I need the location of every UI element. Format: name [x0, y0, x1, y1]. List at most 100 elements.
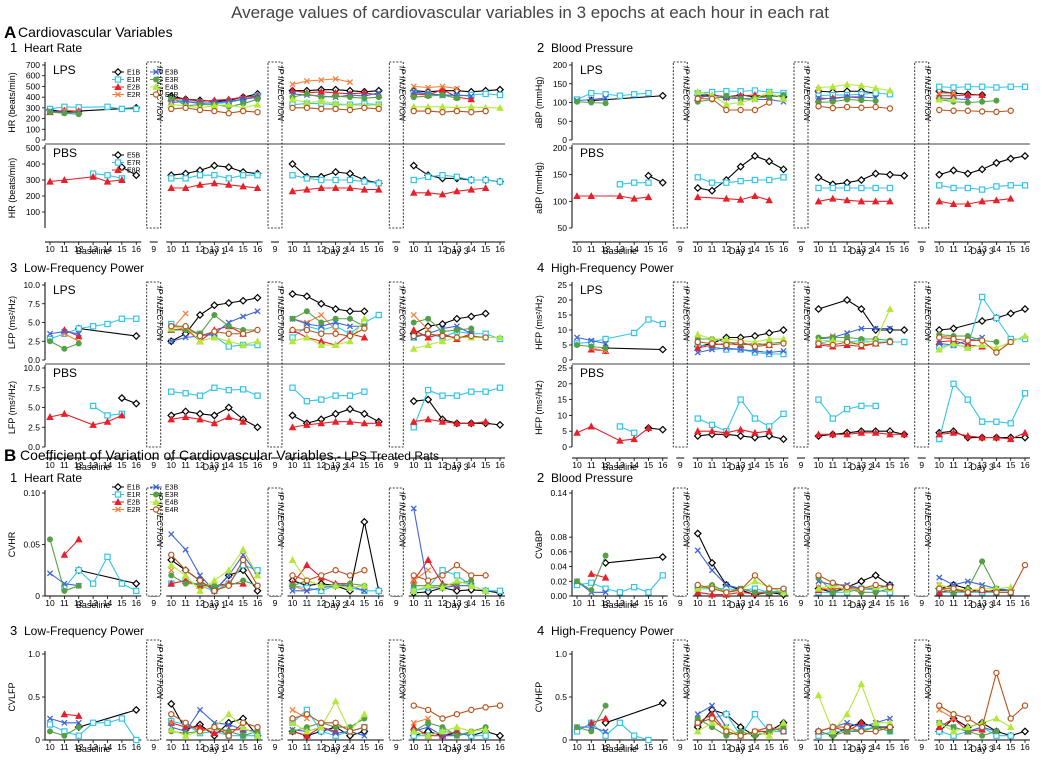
- data-point: [978, 586, 986, 594]
- data-point: [737, 396, 744, 403]
- y-axis-label: CVLFP: [7, 682, 17, 711]
- y-tick-label: 100: [553, 196, 567, 206]
- data-point: [196, 572, 204, 579]
- x-tick-label: 11: [587, 460, 596, 470]
- section-a-letter: A: [4, 23, 16, 42]
- series-E8R: [573, 192, 1015, 207]
- data-point: [707, 558, 717, 567]
- x-tick-label: 12: [963, 244, 973, 254]
- data-point: [886, 86, 894, 94]
- x-tick-label: 15: [481, 244, 491, 254]
- data-point: [950, 585, 957, 592]
- x-tick-label: 11: [424, 460, 433, 470]
- data-point: [196, 728, 204, 735]
- x-tick-label: 15: [238, 244, 248, 254]
- x-tick-label: 15: [1006, 598, 1016, 608]
- injection-label: IP INJECTION: [397, 492, 407, 548]
- data-point: [317, 341, 326, 348]
- data-point: [425, 719, 432, 726]
- data-point: [737, 346, 744, 353]
- data-point: [482, 704, 489, 711]
- data-point: [211, 107, 218, 115]
- data-point: [332, 730, 339, 737]
- data-point: [332, 719, 339, 727]
- injection-box: [146, 639, 162, 741]
- legend-lps: E1B E3B E1R E3R E2B E4B E2R E4R: [112, 67, 179, 99]
- data-point: [1020, 304, 1030, 314]
- data-point: [602, 100, 609, 107]
- x-tick-label: 11: [708, 742, 717, 752]
- x-tick-label: 14: [103, 460, 113, 470]
- data-point: [780, 340, 787, 347]
- day-label: Day 1: [203, 744, 227, 754]
- x-tick-label: 16: [1020, 244, 1030, 254]
- y-tick-label: 50: [558, 116, 568, 126]
- data-point: [410, 719, 417, 726]
- x-tick-gap-label: 9: [919, 742, 924, 752]
- data-point: [211, 172, 218, 179]
- injection-label: IP INJECTION: [923, 492, 933, 548]
- series-line: [413, 726, 486, 737]
- data-point: [978, 723, 986, 731]
- series-line: [818, 83, 891, 92]
- x-tick-label: 12: [74, 742, 84, 752]
- data-point: [196, 332, 204, 340]
- x-tick-label: 14: [992, 460, 1002, 470]
- data-point: [978, 433, 986, 441]
- data-point: [104, 103, 111, 110]
- x-tick-label: 16: [374, 598, 384, 608]
- x-tick-label: 10: [814, 742, 824, 752]
- data-point: [303, 320, 310, 328]
- data-point: [1007, 338, 1014, 346]
- data-point: [1020, 433, 1030, 442]
- day-label: Day 3: [445, 744, 469, 754]
- data-point: [253, 571, 262, 579]
- x-tick-label: 14: [871, 244, 881, 254]
- panel-number: 4: [537, 623, 544, 638]
- x-tick-label: 10: [409, 460, 419, 470]
- x-tick-label: 15: [885, 460, 895, 470]
- data-point: [288, 187, 297, 195]
- data-point: [224, 337, 233, 345]
- y-axis-label: LFP (ms²/Hz): [7, 381, 17, 434]
- data-point: [708, 702, 716, 709]
- data-point: [346, 337, 354, 345]
- data-point: [1021, 182, 1029, 189]
- data-point: [254, 108, 261, 116]
- x-tick-label: 15: [1006, 742, 1016, 752]
- data-point: [61, 345, 68, 352]
- data-point: [240, 313, 247, 320]
- data-point: [288, 337, 297, 345]
- data-point: [253, 586, 262, 595]
- data-point: [239, 566, 248, 575]
- data-point: [978, 418, 986, 425]
- data-point: [453, 107, 461, 115]
- data-point: [303, 577, 311, 584]
- data-point: [751, 343, 759, 350]
- data-point: [346, 323, 354, 330]
- series-line: [292, 318, 365, 327]
- data-point: [693, 431, 702, 440]
- data-point: [118, 315, 126, 322]
- y-axis-label: aBP (mmHg): [534, 77, 544, 129]
- data-point: [331, 697, 340, 705]
- data-point: [872, 89, 879, 97]
- data-point: [288, 95, 297, 103]
- x-tick-gap-label: 9: [678, 460, 683, 470]
- data-point: [468, 572, 475, 579]
- injection-label: IP INJECTION: [923, 66, 933, 122]
- data-point: [900, 171, 909, 180]
- x-tick-label: 10: [167, 460, 177, 470]
- data-point: [410, 311, 417, 319]
- data-point: [602, 585, 609, 592]
- injection-box: [267, 639, 283, 741]
- injection-box: [146, 281, 162, 448]
- data-point: [693, 584, 702, 592]
- data-point: [168, 94, 175, 101]
- series-E1B: [601, 698, 1030, 740]
- data-point: [588, 343, 595, 350]
- data-point: [1007, 732, 1014, 739]
- data-point: [317, 299, 326, 308]
- data-point: [871, 428, 880, 436]
- x-tick-label: 15: [764, 598, 774, 608]
